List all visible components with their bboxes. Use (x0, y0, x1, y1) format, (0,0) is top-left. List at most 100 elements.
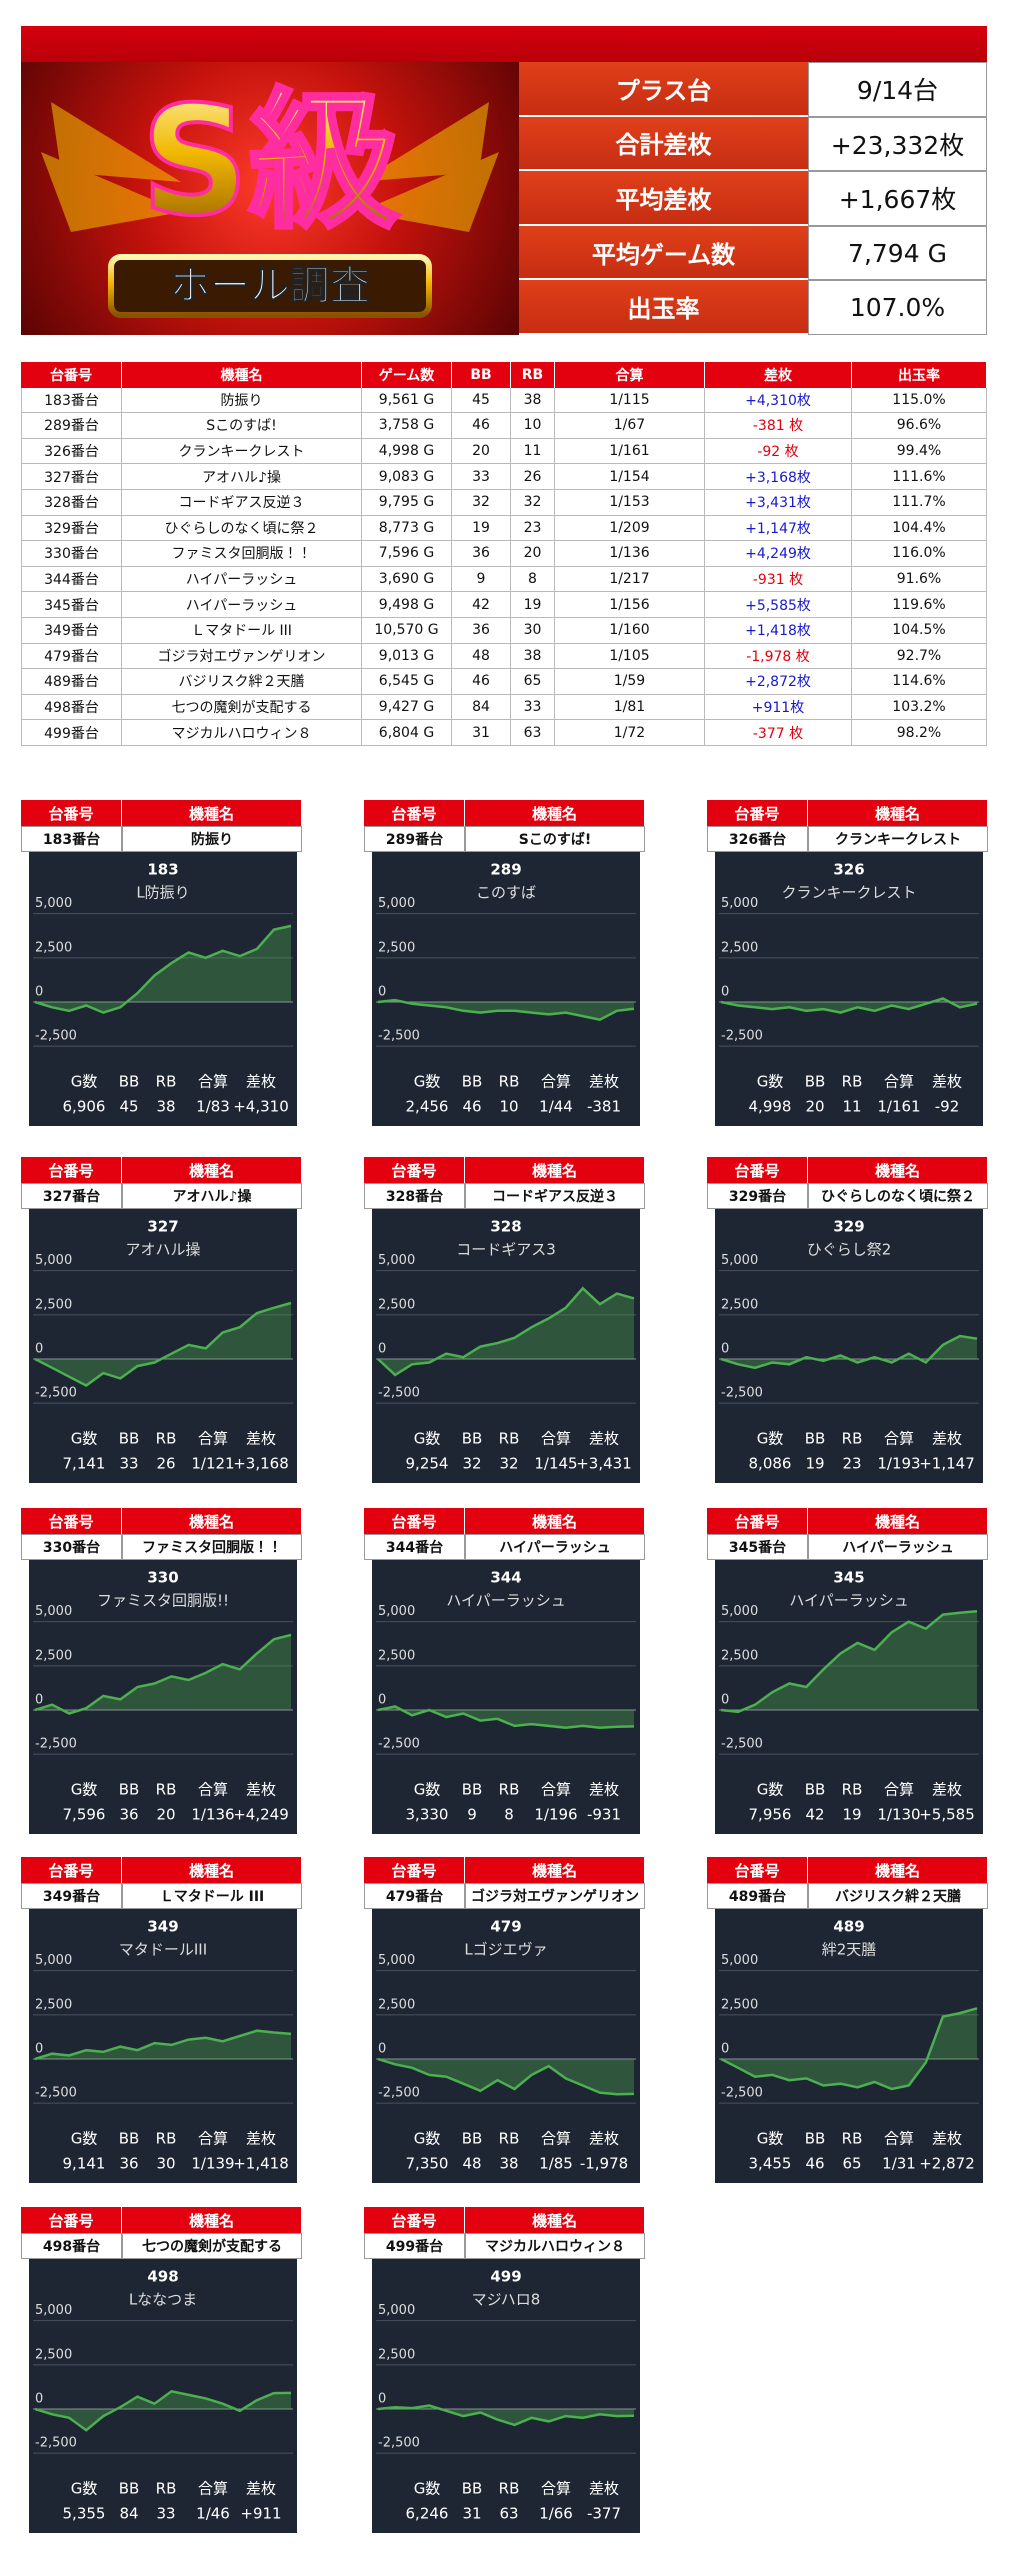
area (378, 1706, 634, 1728)
stat-label: 差枚 (246, 1781, 276, 1799)
chart-number: 499 (490, 2268, 521, 2286)
stat-label: BB (119, 1781, 140, 1799)
table-cell: 20 (452, 438, 511, 465)
stat-value: 1/31 (882, 2155, 916, 2173)
card-header: 台番号 (707, 1857, 808, 1883)
line (377, 2404, 635, 2427)
stat-value: 33 (119, 1455, 138, 1473)
stat-label: G数 (71, 1073, 98, 1091)
table-cell: 330番台 (21, 541, 122, 567)
stat-value: +1,147 (919, 1455, 975, 1473)
stat-label: BB (805, 2130, 826, 2148)
stat-value: 1/193 (877, 1455, 920, 1473)
card-header: 機種名 (122, 800, 302, 826)
table-cell: Sこのすば! (122, 413, 362, 439)
card-number: 479番台 (364, 1883, 465, 1909)
chart-name: L防振り (136, 884, 189, 902)
table-cell: 48 (452, 643, 511, 670)
table-cell: +3,168枚 (705, 464, 852, 490)
stat-value: 1/46 (196, 2505, 230, 2523)
line (377, 998, 635, 1022)
card-header: 台番号 (707, 800, 808, 826)
card-number: 289番台 (364, 826, 465, 852)
card-header: 機種名 (808, 1157, 988, 1183)
table-cell: 119.6% (852, 592, 987, 618)
stat-label: RB (499, 1430, 520, 1448)
area (721, 1336, 977, 1368)
y-tick-label: 0 (35, 1693, 43, 1708)
table-cell: 63 (511, 720, 555, 746)
table-cell: ハイパーラッシュ (122, 592, 362, 618)
stat-value: 11 (842, 1098, 861, 1116)
stat-value: 36 (119, 2155, 138, 2173)
machine-card: 台番号 機種名 330番台 ファミスタ回胴版！！ 330 ファミスタ回胴版!! 5,000 2… (21, 1508, 302, 1834)
top-bar (21, 26, 987, 62)
y-tick-label: 5,000 (721, 896, 758, 911)
area (35, 1303, 291, 1386)
table-cell: 104.5% (852, 618, 987, 644)
mini-chart: 326 クランキークレスト 5,000 2,500 0 -2,500 G数 4,998 BB 20… (715, 852, 983, 1126)
card-model: Sこのすば! (465, 826, 645, 852)
machine-card: 台番号 機種名 349番台 Ｌマタドール III 349 マタドールIII 5,000 2,5… (21, 1857, 302, 2183)
mini-chart: 328 コードギアス3 5,000 2,500 0 -2,500 G数 9,254 BB 32 RB… (372, 1209, 640, 1483)
stat-value: 9,141 (63, 2155, 106, 2173)
stat-label: 合算 (884, 1073, 914, 1091)
table-cell: 10,570 G (362, 618, 452, 644)
table-cell: 104.4% (852, 515, 987, 542)
chart-number: 327 (147, 1218, 178, 1236)
mini-chart: 499 マジハロ8 5,000 2,500 0 -2,500 G数 6,246 BB 31 RB 63… (372, 2259, 640, 2533)
stat-label: 合算 (198, 1073, 228, 1091)
table-cell: 3,690 G (362, 566, 452, 593)
table-cell: 38 (511, 643, 555, 670)
y-tick-label: 5,000 (35, 1253, 72, 1268)
summary-value: 7,794 G (808, 225, 987, 281)
card-model: マジカルハロウィン８ (465, 2233, 645, 2259)
stat-label: BB (805, 1073, 826, 1091)
y-tick-label: -2,500 (721, 2086, 763, 2101)
stat-label: RB (156, 2480, 177, 2498)
y-tick-label: -2,500 (35, 1029, 77, 1044)
stat-label: 差枚 (589, 1430, 619, 1448)
stat-value: 19 (805, 1455, 824, 1473)
table-cell: 183番台 (21, 387, 122, 414)
table-cell: 8,773 G (362, 515, 452, 542)
stat-label: RB (842, 1430, 863, 1448)
card-header: 機種名 (808, 800, 988, 826)
table-cell: 329番台 (21, 515, 122, 542)
stat-label: RB (499, 1781, 520, 1799)
card-number: 344番台 (364, 1534, 465, 1560)
card-number: 498番台 (21, 2233, 122, 2259)
stat-value: 5,355 (63, 2505, 106, 2523)
chart-name: マタドールIII (119, 1941, 207, 1959)
stat-label: 差枚 (246, 1430, 276, 1448)
stat-label: G数 (757, 1073, 784, 1091)
stat-value: +1,418 (233, 2155, 289, 2173)
table-cell: アオハル♪操 (122, 464, 362, 490)
stat-label: 差枚 (589, 1073, 619, 1091)
y-tick-label: -2,500 (721, 1386, 763, 1401)
stat-value: +2,872 (919, 2155, 975, 2173)
table-cell: 1/156 (555, 592, 705, 618)
y-tick-label: 2,500 (378, 1648, 415, 1663)
stat-value: 8 (504, 1806, 514, 1824)
stat-value: 1/44 (539, 1098, 573, 1116)
stat-value: 45 (119, 1098, 138, 1116)
table-cell: 1/217 (555, 566, 705, 593)
y-tick-label: 5,000 (721, 1953, 758, 1968)
card-header: 機種名 (122, 1157, 302, 1183)
stat-value: 48 (462, 2155, 481, 2173)
table-cell: 8 (511, 566, 555, 593)
stat-value: +4,249 (233, 1806, 289, 1824)
table-cell: 98.2% (852, 720, 987, 746)
chart-name: マジハロ8 (472, 2291, 541, 2309)
card-number: 183番台 (21, 826, 122, 852)
table-cell: 32 (511, 490, 555, 516)
stat-value: 63 (499, 2505, 518, 2523)
card-header: 台番号 (707, 1157, 808, 1183)
machine-card: 台番号 機種名 479番台 ゴジラ対エヴァンゲリオン 479 Lゴジエヴァ 5,000 2,5… (364, 1857, 645, 2183)
logo-subtitle: ホール調査 (170, 263, 370, 309)
table-cell: 4,998 G (362, 438, 452, 465)
stat-value: 1/83 (196, 1098, 230, 1116)
table-cell: 1/153 (555, 490, 705, 516)
card-number: 330番台 (21, 1534, 122, 1560)
